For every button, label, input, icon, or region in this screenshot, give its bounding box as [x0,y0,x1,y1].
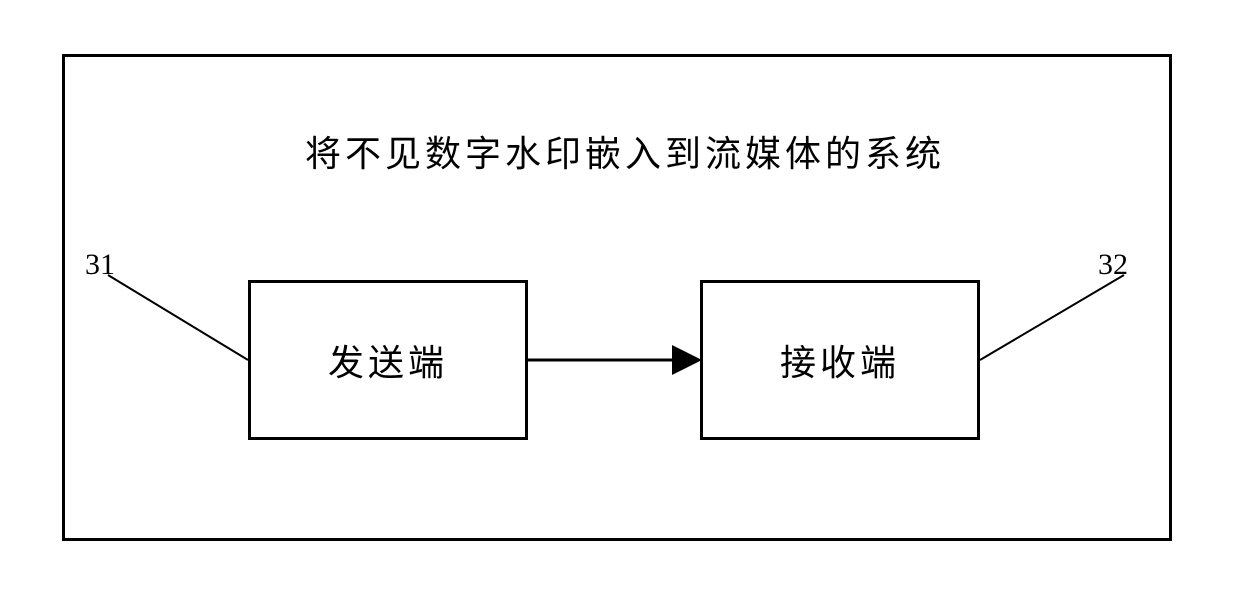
diagram-title: 将不见数字水印嵌入到流媒体的系统 [305,125,945,177]
node-sender: 发送端 [248,280,528,440]
node-receiver: 接收端 [700,280,980,440]
node-receiver-label: 接收端 [780,334,900,386]
label-31: 31 [85,248,115,282]
label-32: 32 [1098,248,1128,282]
node-sender-label: 发送端 [328,334,448,386]
